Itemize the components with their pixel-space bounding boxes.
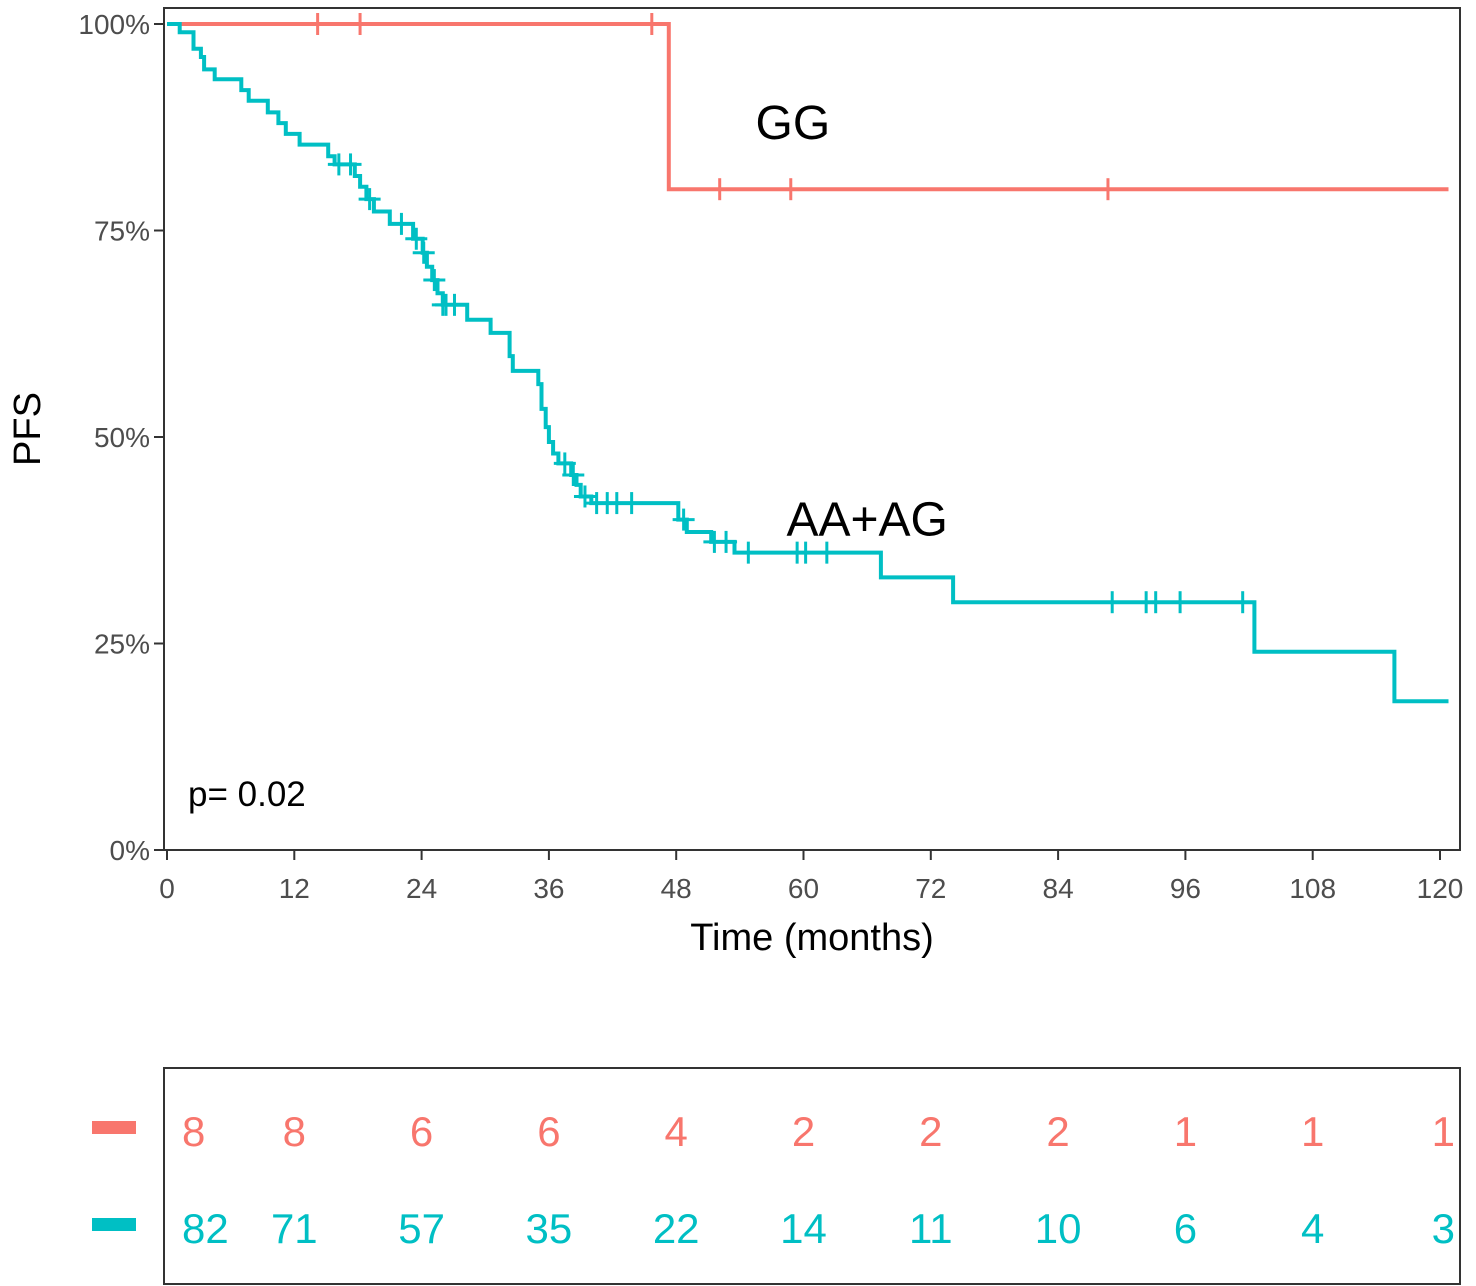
at-risk-value-gg: 2	[1046, 1108, 1069, 1155]
censor-marks	[306, 13, 1254, 614]
p-value-annotation: p= 0.02	[188, 775, 306, 814]
y-tick-label: 50%	[94, 422, 150, 453]
at-risk-value-aa-ag: 14	[780, 1205, 827, 1252]
censor-mark	[640, 13, 663, 35]
censor-mark	[815, 541, 838, 564]
at-risk-value-aa-ag: 11	[909, 1205, 953, 1252]
at-risk-value-gg: 6	[410, 1108, 433, 1155]
y-axis-label: PFS	[7, 392, 49, 466]
at-risk-value-gg: 1	[1432, 1108, 1455, 1155]
censor-mark	[306, 13, 329, 35]
censor-mark	[1169, 591, 1192, 614]
x-tick-label: 12	[279, 873, 310, 904]
censor-mark	[1101, 591, 1124, 614]
x-axis-label: Time (months)	[690, 917, 934, 959]
at-risk-value-aa-ag: 35	[526, 1205, 573, 1252]
risk-table: 8 8 6 6 4 2 2 2 1 1 182 71 57 35 22 14 11 10 6 4 3	[182, 1108, 1455, 1252]
survival-curve-gg	[167, 22, 1449, 192]
censor-mark	[1231, 591, 1254, 614]
at-risk-value-gg: 8	[283, 1108, 306, 1155]
x-tick-label: 36	[533, 873, 564, 904]
at-risk-value-gg: 6	[537, 1108, 560, 1155]
y-tick-label: 75%	[94, 216, 150, 247]
y-tick-label: 0%	[110, 835, 150, 866]
censor-mark	[553, 452, 576, 475]
censor-mark	[358, 188, 381, 211]
x-tick-label: 84	[1043, 873, 1074, 904]
y-tick-label: 100%	[78, 9, 150, 40]
x-tick-label: 120	[1417, 873, 1464, 904]
y-tick-label: 25%	[94, 629, 150, 660]
censor-mark	[620, 492, 643, 515]
x-tick-label: 60	[788, 873, 819, 904]
at-risk-value-gg: 8	[182, 1108, 205, 1155]
at-risk-value-aa-ag: 10	[1035, 1205, 1082, 1252]
x-tick-label: 24	[406, 873, 437, 904]
at-risk-value-aa-ag: 22	[653, 1205, 700, 1252]
risk-legend-swatch-gg	[92, 1121, 136, 1134]
x-axis: 0 12 24 36 48 60 72 84 96 108 120	[159, 850, 1463, 904]
censor-mark	[562, 463, 585, 486]
x-tick-label: 96	[1170, 873, 1201, 904]
x-tick-label: 0	[159, 873, 175, 904]
at-risk-value-gg: 1	[1301, 1108, 1324, 1155]
risk-legend-swatch-aa-ag	[92, 1218, 136, 1231]
at-risk-value-gg: 1	[1174, 1108, 1197, 1155]
survival-curves	[167, 22, 1449, 704]
x-tick-label: 48	[661, 873, 692, 904]
censor-mark	[443, 293, 466, 316]
series-label-gg: GG	[756, 97, 831, 150]
censor-mark	[412, 241, 435, 264]
plot-panel	[163, 7, 1461, 851]
risk-table-panel	[163, 1067, 1461, 1285]
censor-mark	[737, 541, 760, 564]
censor-mark	[405, 227, 428, 250]
censor-mark	[339, 153, 362, 176]
censor-mark	[708, 178, 731, 201]
censor-mark	[779, 178, 802, 201]
censor-mark	[1096, 178, 1119, 201]
at-risk-value-aa-ag: 4	[1301, 1205, 1324, 1252]
y-axis: 0% 25% 50% 75% 100%	[78, 9, 164, 866]
censor-mark	[715, 530, 738, 553]
at-risk-value-aa-ag: 82	[182, 1205, 229, 1252]
at-risk-value-aa-ag: 6	[1174, 1205, 1197, 1252]
at-risk-value-gg: 2	[792, 1108, 815, 1155]
x-tick-label: 108	[1289, 873, 1336, 904]
at-risk-value-aa-ag: 57	[398, 1205, 445, 1252]
censor-mark	[390, 212, 413, 235]
x-tick-label: 72	[915, 873, 946, 904]
censor-mark	[794, 541, 817, 564]
series-label-aa-ag: AA+AG	[786, 494, 947, 547]
censor-mark	[573, 485, 596, 508]
censor-mark	[672, 508, 695, 531]
at-risk-value-aa-ag: 71	[271, 1205, 318, 1252]
at-risk-value-gg: 4	[665, 1108, 688, 1155]
censor-mark	[1144, 591, 1167, 614]
at-risk-value-aa-ag: 3	[1432, 1205, 1455, 1252]
at-risk-value-gg: 2	[919, 1108, 942, 1155]
censor-mark	[423, 269, 446, 292]
survival-curve-aa-ag	[167, 22, 1449, 704]
censor-mark	[349, 13, 372, 35]
